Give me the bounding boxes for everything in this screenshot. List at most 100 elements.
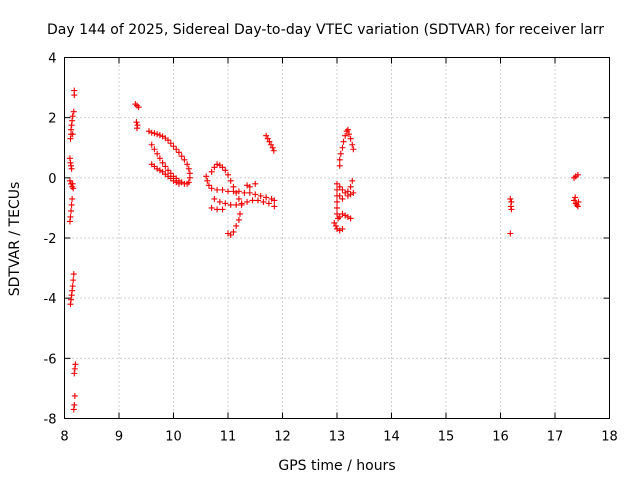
data-point xyxy=(340,138,347,145)
data-point xyxy=(162,163,169,170)
y-tick-label: 2 xyxy=(48,112,56,127)
data-point xyxy=(225,171,231,178)
data-point xyxy=(264,135,271,142)
data-point xyxy=(203,173,210,180)
data-point xyxy=(236,210,243,217)
data-point xyxy=(244,182,251,189)
data-point xyxy=(246,183,253,190)
data-point xyxy=(336,183,343,190)
data-point xyxy=(227,201,234,208)
data-point xyxy=(252,191,259,198)
data-point xyxy=(254,197,261,204)
data-point xyxy=(244,198,251,205)
data-point xyxy=(156,155,163,162)
data-point xyxy=(69,195,76,202)
data-point xyxy=(151,146,158,153)
data-point xyxy=(159,159,166,166)
data-point xyxy=(268,141,275,148)
data-point xyxy=(347,215,354,222)
data-point xyxy=(165,167,172,174)
data-point xyxy=(208,185,215,192)
data-point xyxy=(268,195,275,202)
data-point xyxy=(175,149,182,156)
data-point xyxy=(154,150,161,157)
data-point xyxy=(233,222,240,229)
data-point xyxy=(336,227,343,234)
data-point xyxy=(350,189,357,196)
data-point xyxy=(336,213,343,220)
data-point xyxy=(574,171,581,178)
data-point xyxy=(70,108,77,115)
data-point xyxy=(68,207,75,214)
data-point xyxy=(170,143,177,150)
x-tick-label: 11 xyxy=(220,430,237,445)
data-point xyxy=(339,225,346,232)
data-point xyxy=(230,228,237,235)
data-point xyxy=(349,141,356,148)
x-tick-label: 15 xyxy=(438,430,455,445)
data-point xyxy=(185,165,192,172)
data-point xyxy=(133,125,140,132)
data-point xyxy=(225,188,231,195)
data-point xyxy=(173,146,180,153)
data-point xyxy=(339,144,346,151)
data-point xyxy=(69,131,76,138)
data-point xyxy=(235,188,242,195)
data-point xyxy=(342,132,349,139)
data-point xyxy=(173,179,180,186)
data-point xyxy=(216,198,223,205)
data-point xyxy=(347,183,354,190)
data-point xyxy=(342,189,349,196)
data-point xyxy=(70,277,77,284)
data-point xyxy=(66,218,73,225)
data-point xyxy=(271,203,278,210)
data-point xyxy=(67,135,74,142)
data-point xyxy=(154,131,161,138)
data-point xyxy=(167,170,174,177)
data-point xyxy=(507,230,514,237)
data-point xyxy=(219,186,226,193)
x-tick-label: 8 xyxy=(60,430,68,445)
x-tick-label: 18 xyxy=(601,430,618,445)
data-point xyxy=(233,201,240,208)
data-point xyxy=(241,189,248,196)
x-tick-label: 14 xyxy=(383,430,400,445)
data-point xyxy=(214,186,221,193)
y-tick-label: -8 xyxy=(44,413,57,428)
data-point xyxy=(334,180,340,187)
data-point xyxy=(252,180,259,187)
x-axis-label: GPS time / hours xyxy=(278,458,395,474)
y-tick-label: 4 xyxy=(48,52,56,67)
data-point xyxy=(345,131,352,138)
data-point xyxy=(148,129,155,136)
data-point xyxy=(151,130,158,137)
data-point xyxy=(246,189,253,196)
y-tick-label: -6 xyxy=(44,352,57,367)
data-point xyxy=(219,164,226,171)
axis-ticks: 8 9 10 11 12 13 14 15 16 17 18 4 2 0 -2 -4 -6 -8 xyxy=(44,52,618,445)
data-point xyxy=(178,153,185,160)
data-point xyxy=(347,135,354,142)
data-point xyxy=(184,161,191,168)
data-point xyxy=(339,210,346,217)
x-tick-label: 10 xyxy=(165,430,182,445)
data-point xyxy=(344,213,351,220)
data-point xyxy=(186,174,193,181)
data-point xyxy=(205,182,212,189)
data-point xyxy=(349,177,356,184)
data-point xyxy=(339,186,346,193)
y-tick-label: 0 xyxy=(48,172,56,187)
data-point xyxy=(66,177,73,184)
data-point xyxy=(249,197,256,204)
y-axis-label: SDTVAR / TECUs xyxy=(7,182,23,297)
data-point xyxy=(214,161,221,168)
data-point xyxy=(181,156,188,163)
data-point xyxy=(148,141,155,148)
y-tick-label: -2 xyxy=(44,232,57,247)
data-point xyxy=(211,195,218,202)
y-tick-label: -4 xyxy=(44,292,57,307)
data-points xyxy=(66,87,582,413)
data-point xyxy=(238,200,245,207)
data-point xyxy=(156,167,163,174)
